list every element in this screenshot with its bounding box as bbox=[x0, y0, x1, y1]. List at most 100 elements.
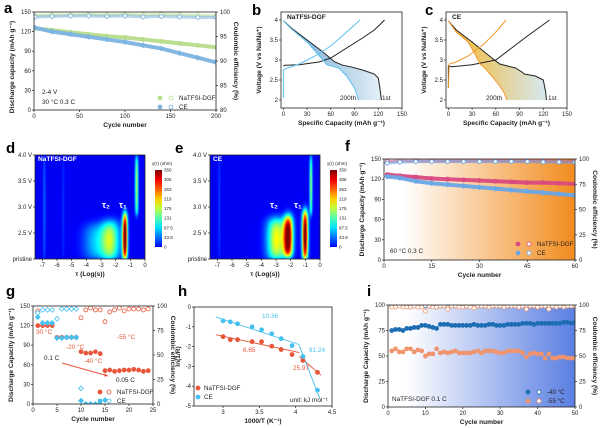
data-point bbox=[444, 159, 451, 165]
data-point bbox=[92, 401, 99, 404]
data-point bbox=[475, 348, 481, 354]
data-point bbox=[194, 14, 201, 21]
series--55-C-y2 bbox=[389, 305, 575, 314]
x-tick-label: 200 bbox=[211, 114, 222, 120]
annotation: -40 °C bbox=[84, 357, 103, 365]
y-tick-label: -4 bbox=[186, 384, 192, 390]
data-point bbox=[58, 306, 65, 312]
data-point bbox=[540, 189, 547, 196]
legend-marker-filled bbox=[97, 389, 103, 395]
y-tick-label: -1 bbox=[186, 325, 192, 331]
data-point bbox=[524, 188, 531, 195]
y2-axis-label: Coulombic efficiency (%) bbox=[591, 170, 598, 248]
x-tick-label: -5 bbox=[69, 263, 75, 269]
colorbar-tick-label: 350 bbox=[339, 168, 347, 173]
legend-label: NaTFSI-DGF bbox=[204, 385, 241, 392]
y2-tick-label: 95 bbox=[220, 35, 227, 41]
data-point bbox=[259, 339, 264, 345]
y-tick-label: 120 bbox=[20, 324, 31, 330]
data-point bbox=[476, 159, 483, 165]
annotation: 60 °C 0.3 C bbox=[390, 247, 423, 255]
y2-tick-label: 75 bbox=[579, 182, 586, 188]
data-point bbox=[35, 323, 41, 329]
data-point bbox=[117, 306, 122, 311]
x-tick-label: 0 bbox=[318, 263, 322, 269]
data-point bbox=[102, 368, 108, 374]
data-point bbox=[315, 387, 320, 393]
legend-marker-filled bbox=[525, 389, 531, 395]
data-point bbox=[542, 305, 548, 309]
colorbar-tick-label: 306 bbox=[164, 177, 172, 182]
data-point bbox=[493, 178, 498, 184]
data-point bbox=[556, 191, 563, 197]
y-axis-label: Discharge Capacity (mAh g⁻¹) bbox=[363, 309, 370, 403]
annotation: NaTFSI-DGF 0.1 C bbox=[392, 396, 447, 403]
y2-tick-label: 80 bbox=[220, 108, 227, 114]
x-tick-label: 10 bbox=[422, 411, 429, 417]
data-point bbox=[384, 173, 391, 180]
y2-tick-label: 50 bbox=[157, 353, 164, 359]
y2-tick-label: 100 bbox=[579, 303, 590, 309]
curve-1st-discharge bbox=[283, 20, 382, 101]
data-point bbox=[73, 306, 80, 312]
data-point bbox=[411, 349, 417, 355]
data-point bbox=[68, 306, 75, 312]
y-tick-label: 3.0 V bbox=[18, 205, 32, 211]
legend-marker-filled bbox=[157, 104, 163, 110]
legend-entry: -55 °C bbox=[525, 398, 565, 405]
y-tick-label: pristine bbox=[188, 257, 208, 263]
series-CE-y2 bbox=[34, 12, 216, 21]
data-point bbox=[34, 13, 38, 20]
plot-area bbox=[282, 19, 385, 101]
x-tick-label: 20 bbox=[126, 408, 133, 414]
y2-tick-label: 75 bbox=[157, 329, 164, 335]
data-point bbox=[49, 320, 56, 326]
annotation: τ₁ bbox=[119, 200, 127, 210]
curve-200th-discharge bbox=[447, 20, 508, 101]
data-point bbox=[278, 347, 284, 352]
data-point bbox=[78, 315, 84, 321]
legend-marker-filled bbox=[195, 385, 201, 391]
x-tick-label: 50 bbox=[76, 114, 83, 120]
legend-entry: NaTFSI-DGF bbox=[195, 385, 241, 392]
data-point bbox=[289, 352, 295, 357]
x-axis-label: τ (Log(s)) bbox=[75, 271, 104, 278]
panel-d: γ(τ) (ohm) 0 43.8 87.5 131 175 219 263 306 350 -7 -… bbox=[6, 140, 173, 278]
data-point bbox=[145, 368, 151, 374]
series--40-C-y bbox=[389, 319, 575, 333]
legend-entry: CE bbox=[157, 104, 188, 111]
x-tick-label: 150 bbox=[165, 114, 176, 120]
data-point bbox=[542, 355, 548, 361]
x-tick-label: -2 bbox=[288, 263, 294, 269]
data-point bbox=[140, 368, 146, 374]
data-point bbox=[82, 401, 89, 404]
x-tick-label: 15 bbox=[102, 408, 109, 414]
x-tick-label: 20 bbox=[459, 411, 466, 417]
legend-marker-open bbox=[168, 95, 174, 101]
panel-letter-b: b bbox=[252, 2, 261, 19]
data-point bbox=[103, 13, 110, 20]
data-point bbox=[67, 31, 74, 38]
annotation: 0.1 C bbox=[44, 355, 60, 362]
colorbar-tick-label: 219 bbox=[339, 196, 347, 201]
y2-tick-label: 100 bbox=[157, 304, 168, 310]
legend-entry: NaTFSI-DGF bbox=[515, 241, 574, 248]
annotation: 30 °C 0.3 C bbox=[42, 98, 75, 106]
data-point bbox=[269, 343, 275, 349]
data-point bbox=[445, 176, 451, 182]
x-tick-label: 90 bbox=[351, 112, 358, 118]
annotation: 30 °C bbox=[36, 328, 52, 336]
legend-label: CE bbox=[117, 398, 126, 405]
panel-b: 0 30 60 90 120 150 2 2.5 3 3.5 4 Specific Capacity … bbox=[252, 2, 408, 127]
data-point bbox=[158, 13, 165, 20]
data-point bbox=[434, 326, 440, 331]
y-tick-label: 100 bbox=[375, 303, 386, 309]
data-point bbox=[422, 353, 428, 359]
y-tick-label: -3 bbox=[186, 364, 192, 370]
data-point bbox=[278, 336, 284, 342]
data-point bbox=[117, 368, 122, 374]
annotation: 81.24 bbox=[309, 347, 325, 354]
x-tick-label: -3 bbox=[273, 263, 279, 269]
y-tick-label: -2 bbox=[186, 345, 192, 351]
y-tick-label: 3 bbox=[440, 58, 444, 64]
